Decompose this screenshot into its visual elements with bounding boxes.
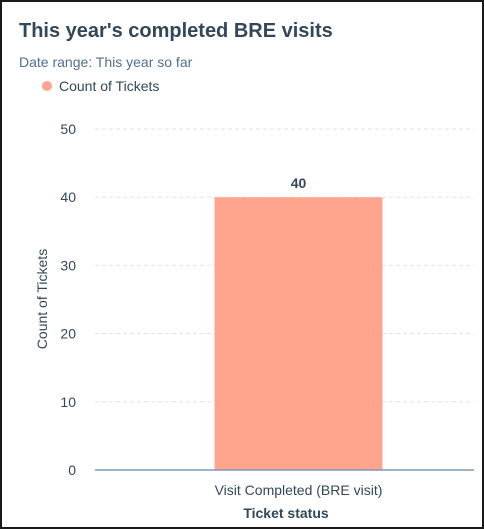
date-range-label[interactable]: Date range: This year so far [19, 54, 193, 70]
chart-title: This year's completed BRE visits [19, 20, 333, 42]
x-tick-label: Visit Completed (BRE visit) [215, 482, 383, 498]
bar [214, 197, 383, 470]
legend-label: Count of Tickets [59, 78, 160, 94]
chart-legend[interactable]: Count of Tickets [42, 78, 159, 94]
legend-swatch [42, 81, 52, 91]
y-tick-label: 0 [68, 462, 76, 478]
data-label: 40 [291, 175, 307, 191]
y-tick-label: 10 [60, 394, 76, 410]
y-tick-label: 20 [60, 326, 76, 342]
y-tick-label: 30 [60, 257, 76, 273]
x-axis-title: Ticket status [243, 505, 329, 521]
y-axis-title: Count of Tickets [34, 249, 50, 349]
y-tick-label: 40 [60, 189, 76, 205]
y-tick-label: 50 [60, 121, 76, 137]
